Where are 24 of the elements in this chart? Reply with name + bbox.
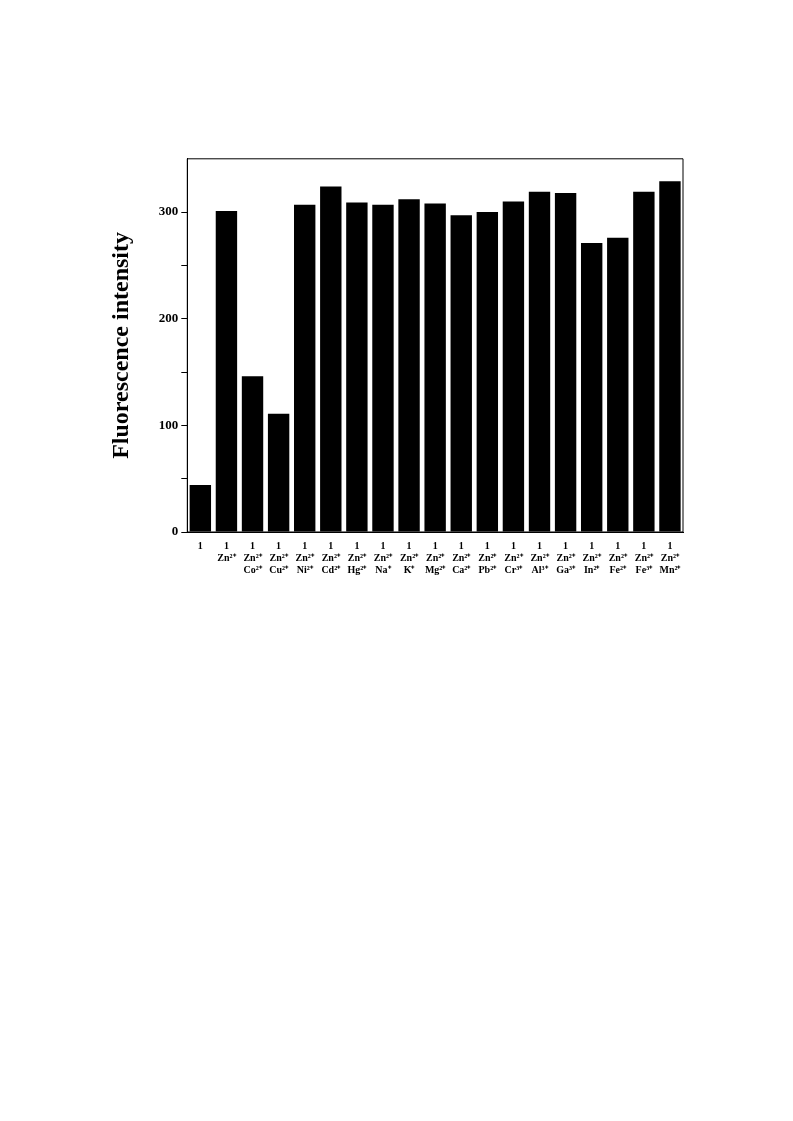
x-tick-label: 1 Zn²⁺ Pb²⁺ [478, 539, 498, 575]
y-axis-title: Fluorescence intensity [106, 231, 133, 459]
x-tick-label: 1 Zn²⁺ Cr³⁺ [504, 539, 524, 575]
x-tick-label: 1 Zn²⁺ Al³⁺ [530, 539, 550, 575]
x-tick-label: 1 Zn²⁺ K⁺ [399, 539, 420, 575]
x-tick-label: 1 Zn²⁺ Co²⁺ [243, 539, 263, 575]
y-tick-label: 100 [158, 416, 179, 432]
x-tick-label: 1 Zn²⁺ Mn²⁺ [659, 539, 682, 575]
x-tick-label: 1 Zn²⁺ Fe²⁺ [608, 539, 628, 575]
x-tick-label: 1 Zn²⁺ Ga³⁺ [556, 539, 576, 575]
x-tick-label: 1 Zn²⁺ Mg²⁺ [424, 539, 447, 575]
x-tick-label: 1 Zn²⁺ Cd²⁺ [321, 539, 342, 575]
x-tick-label: 1 Zn²⁺ Hg²⁺ [347, 539, 368, 575]
x-tick-label: 1 Zn²⁺ Ni²⁺ [295, 539, 315, 575]
x-tick-label: 1 Zn²⁺ In²⁺ [582, 539, 602, 575]
y-tick-label: 0 [171, 523, 179, 539]
x-tick-label: 1 [197, 539, 203, 551]
x-tick-label: 1 Zn²⁺ Fe³⁺ [634, 539, 654, 575]
x-tick-label: 1 Zn²⁺ [217, 539, 237, 563]
x-tick-label: 1 Zn²⁺ Cu²⁺ [269, 539, 289, 575]
y-tick-label: 200 [158, 310, 179, 326]
x-tick-label: 1 Zn²⁺ Na⁺ [373, 539, 394, 575]
y-tick-label: 300 [158, 203, 179, 219]
x-tick-label: 1 Zn²⁺ Ca²⁺ [452, 539, 472, 575]
